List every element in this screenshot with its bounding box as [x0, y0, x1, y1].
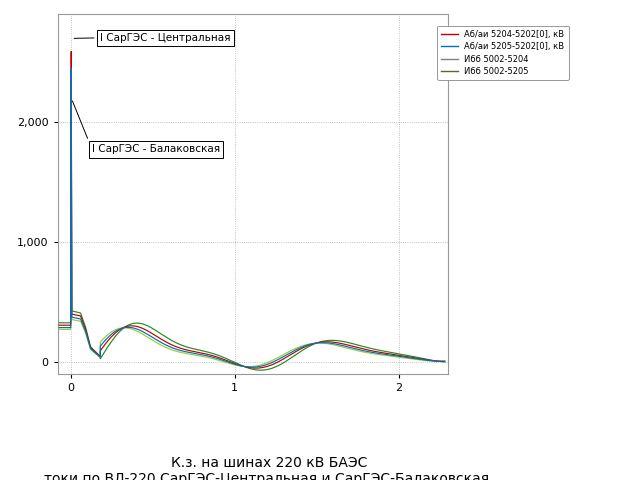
Text: К.з. на шинах 220 кВ БАЭС
токи по ВЛ-220 СарГЭС-Центральная и СарГЭС-Балаковская: К.з. на шинах 220 кВ БАЭС токи по ВЛ-220…	[44, 456, 493, 480]
Legend: Аб/аи 5204-5202[0], кВ, Аб/аи 5205-5202[0], кВ, Ибб 5002-5204, Ибб 5002-5205: Аб/аи 5204-5202[0], кВ, Аб/аи 5205-5202[…	[437, 26, 569, 80]
Text: I СарГЭС - Балаковская: I СарГЭС - Балаковская	[72, 101, 220, 155]
Text: I СарГЭС - Центральная: I СарГЭС - Центральная	[74, 33, 231, 43]
